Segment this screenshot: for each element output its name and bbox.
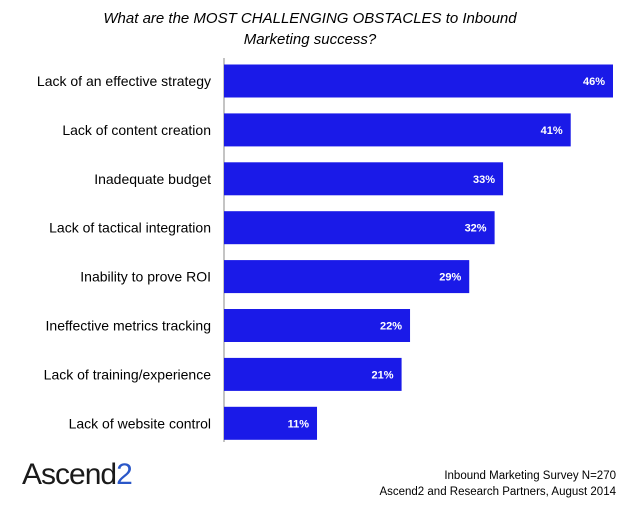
source-note: Inbound Marketing Survey N=270 Ascend2 a…	[379, 468, 616, 500]
category-label: Lack of training/experience	[44, 366, 212, 382]
value-label: 29%	[439, 272, 461, 284]
category-label: Lack of content creation	[62, 122, 211, 138]
category-label: Inability to prove ROI	[80, 269, 211, 285]
value-label: 41%	[541, 125, 563, 137]
bar	[224, 309, 411, 342]
value-label: 21%	[372, 369, 394, 381]
survey-info: Inbound Marketing Survey N=270	[444, 470, 616, 482]
ascend2-logo: Ascend2	[22, 458, 133, 492]
bar	[224, 260, 470, 294]
bar	[224, 64, 613, 98]
value-label: 11%	[288, 418, 310, 430]
category-label: Lack of tactical integration	[49, 220, 211, 236]
bar	[224, 357, 402, 391]
value-label: 32%	[465, 223, 487, 235]
source-credit: Ascend2 and Research Partners, August 20…	[379, 486, 616, 498]
chart-title: What are the MOST CHALLENGING OBSTACLES …	[103, 10, 517, 48]
logo-text: Ascend	[22, 458, 117, 491]
bar	[224, 211, 495, 245]
logo-suffix: 2	[116, 458, 133, 491]
category-label: Lack of website control	[69, 415, 211, 431]
value-label: 33%	[473, 174, 495, 186]
category-label: Lack of an effective strategy	[37, 73, 211, 89]
bar	[224, 406, 318, 440]
category-label: Ineffective metrics tracking	[46, 318, 211, 334]
bar	[224, 162, 504, 196]
value-label: 46%	[583, 76, 605, 88]
value-label: 22%	[380, 321, 402, 333]
bar	[224, 113, 571, 147]
category-label: Inadequate budget	[94, 171, 211, 187]
bars-group: Lack of an effective strategy 46% Lack of …	[37, 64, 613, 440]
